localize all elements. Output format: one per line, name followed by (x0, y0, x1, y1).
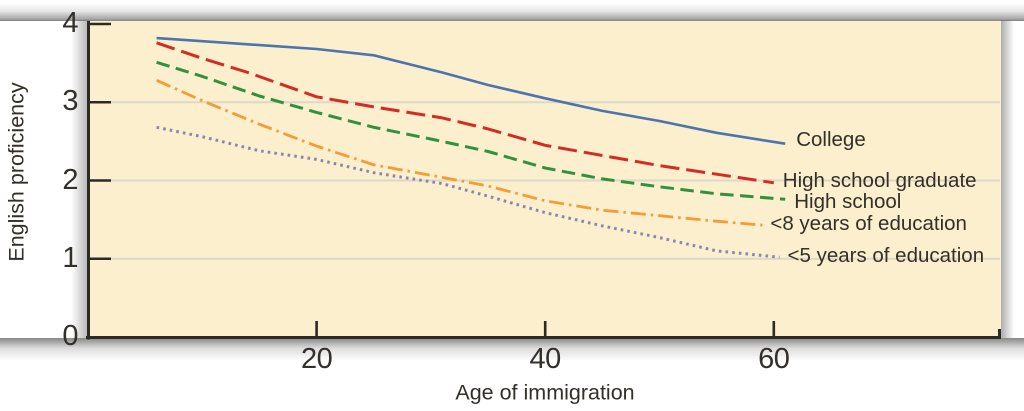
y-tick-label-2: 2 (62, 163, 78, 196)
y-tick-label-4: 4 (62, 6, 78, 39)
y-tick-label-1: 1 (62, 241, 78, 274)
x-axis-title: Age of immigration (455, 380, 635, 405)
right-shadow (1001, 20, 1014, 338)
plot-background (88, 21, 1001, 338)
x-tick-label-60: 60 (758, 343, 790, 375)
series-label-8-years-of-education: <8 years of education (770, 212, 967, 236)
top-shadow (0, 3, 1024, 21)
series-label-high-school-graduate: High school graduate (782, 168, 977, 192)
axes (86, 21, 1001, 340)
series-line-high-school (156, 60, 786, 201)
y-axis-title: English proficiency (4, 82, 29, 262)
series-line-college (156, 36, 786, 145)
bottom-shadow (0, 338, 1024, 361)
y-tick-label-0: 0 (62, 319, 78, 352)
x-tick-label-40: 40 (529, 343, 562, 375)
series-label-high-school: High school (794, 190, 902, 214)
series-label-college: College (796, 127, 866, 151)
gridlines (89, 101, 1000, 260)
series-label-5-years-of-education: <5 years of education (787, 244, 985, 268)
series-line-5-years-of-education (156, 125, 780, 259)
left-shadow (71, 20, 88, 338)
series-line-high-school-graduate (156, 41, 775, 185)
series-line-8-years-of-education (156, 79, 763, 227)
x-tick-label-20: 20 (300, 343, 333, 375)
axis-ticks (90, 22, 776, 336)
y-tick-label-3: 3 (62, 85, 78, 118)
